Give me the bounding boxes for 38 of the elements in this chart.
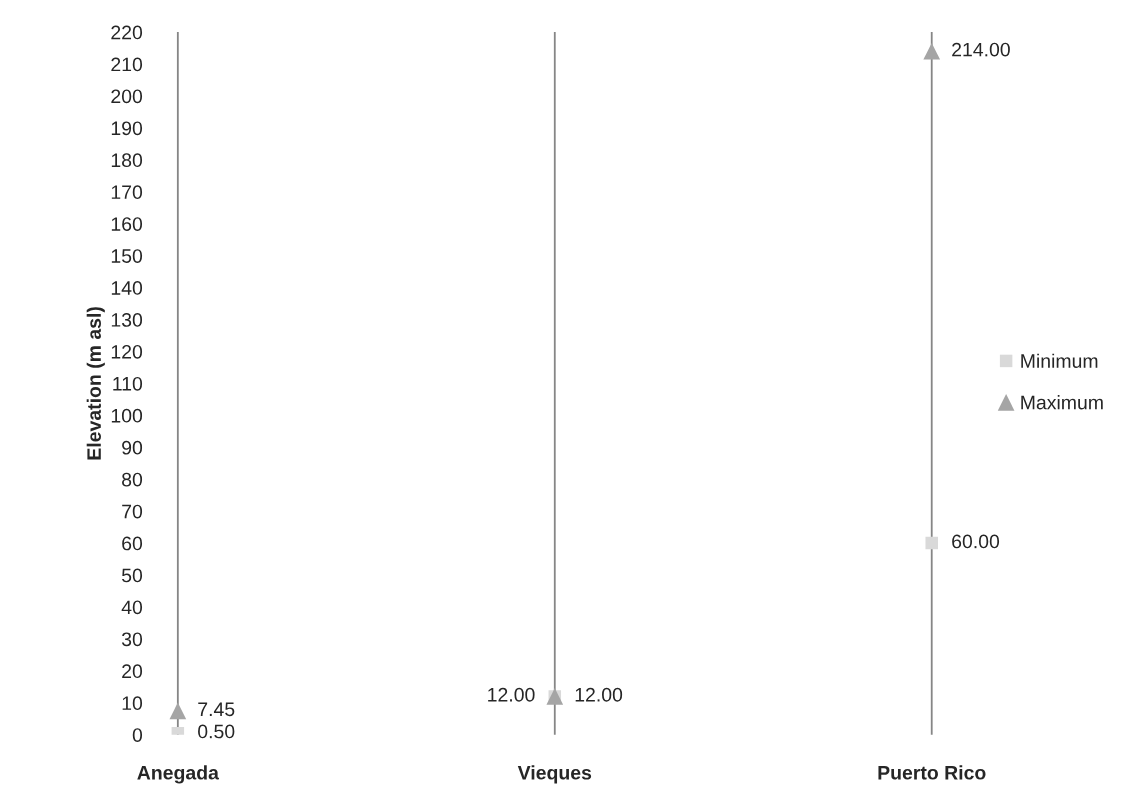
y-tick-label: 60 (122, 536, 143, 551)
legend-label: Minimum (1021, 353, 1098, 368)
y-tick-label: 170 (111, 185, 143, 200)
y-axis-title: Elevation (m asl) (86, 307, 105, 460)
y-tick-label: 80 (122, 472, 143, 487)
data-label: 12.00 (488, 687, 535, 702)
y-tick-label: 40 (121, 600, 143, 615)
x-tick-label: Vieques (517, 765, 592, 784)
y-tick-label: 50 (121, 568, 143, 583)
y-tick-label: 140 (111, 281, 143, 295)
y-tick-label: 0 (132, 728, 143, 742)
point (923, 42, 941, 60)
data-label: 0.50 (198, 724, 235, 739)
data-label: 60.00 (952, 534, 1000, 549)
y-tick-label: 150 (111, 249, 143, 263)
y-tick-label: 200 (111, 89, 143, 104)
data-label: 12.00 (575, 687, 623, 702)
y-tick-label: 180 (111, 153, 143, 168)
y-tick-label: 10 (122, 696, 143, 711)
point (925, 536, 938, 550)
legend-label: Maximum (1021, 395, 1103, 410)
x-tick-label: Puerto Rico (878, 765, 986, 780)
y-tick-label: 30 (121, 632, 143, 647)
data-label: 7.45 (198, 702, 235, 717)
y-tick-label: 130 (111, 313, 143, 327)
y-tick-label: 110 (113, 376, 143, 391)
y-tick-label: 20 (122, 664, 143, 679)
y-tick-label: 70 (122, 504, 143, 519)
y-tick-label: 220 (111, 25, 143, 40)
data-label: 214.00 (952, 42, 1010, 57)
x-tick-label: Anegada (137, 765, 220, 784)
y-tick-label: 160 (111, 217, 143, 231)
point (169, 702, 187, 720)
y-tick-label: 90 (122, 440, 143, 455)
y-tick-label: 210 (111, 57, 143, 72)
y-tick-label: 190 (111, 121, 143, 136)
y-tick-label: 100 (111, 408, 143, 423)
y-tick-label: 120 (111, 344, 143, 359)
